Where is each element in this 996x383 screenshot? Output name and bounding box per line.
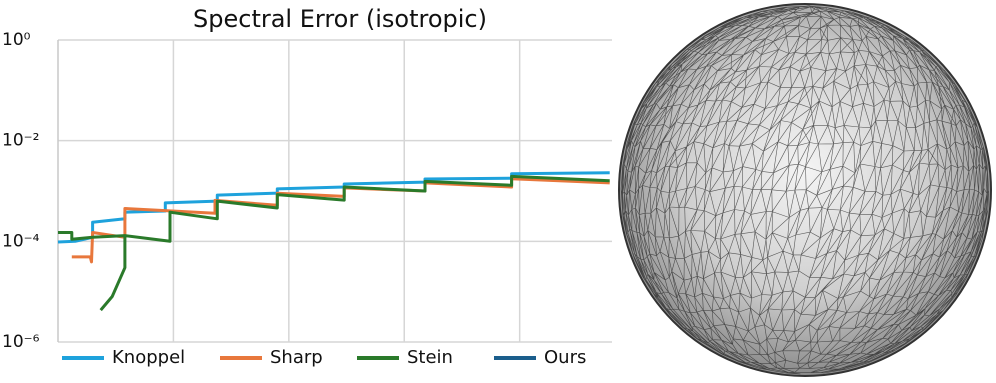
legend-label: Sharp [270,347,323,368]
series-line [57,171,610,244]
y-tick-label: 10⁰ [2,30,31,50]
y-tick-label: 10⁻⁴ [2,231,40,251]
series-line [58,174,610,312]
series-line [71,177,610,264]
y-tick-label: 10⁻² [2,131,39,151]
mesh-edges [620,5,989,375]
chart-title: Spectral Error (isotropic) [193,5,487,33]
y-tick-label: 10⁻⁶ [2,332,40,352]
legend-label: Stein [407,347,453,368]
sphere-mesh [618,3,992,377]
legend-label: Ours [544,347,586,368]
legend-label: Knoppel [112,347,185,368]
